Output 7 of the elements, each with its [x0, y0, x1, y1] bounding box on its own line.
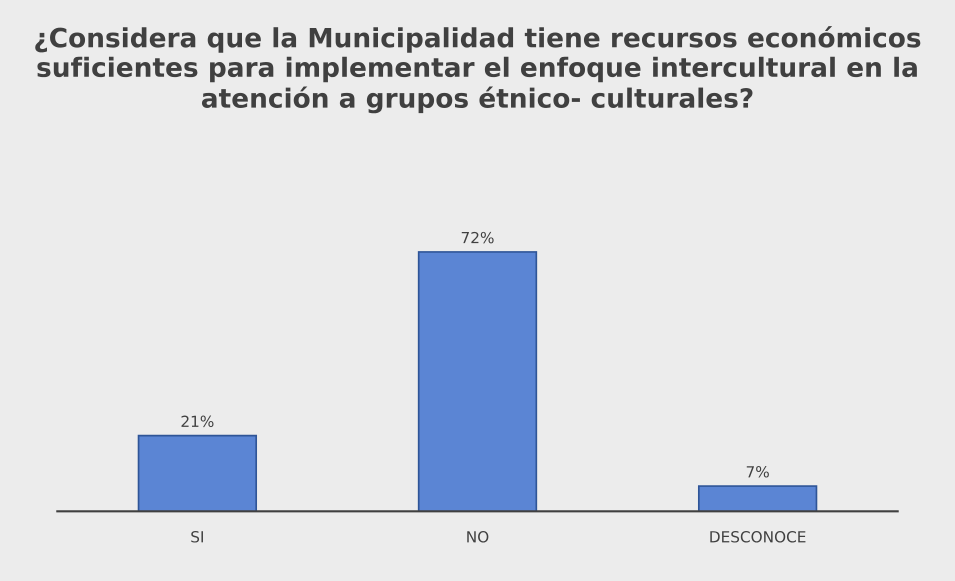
- x-tick-label: NO: [467, 530, 488, 543]
- x-tick-label: DESCONOCE: [710, 530, 806, 543]
- data-label: 7%: [746, 466, 769, 478]
- x-tick-label: SI: [191, 530, 203, 543]
- chart-title: ¿Considera que la Municipalidad tiene recursos económicos suficientes para implementar el enfoque intercultural en la atención a grupos étnico- culturales?: [35, 26, 920, 114]
- data-label: 21%: [182, 416, 214, 428]
- data-label: 72%: [462, 232, 494, 244]
